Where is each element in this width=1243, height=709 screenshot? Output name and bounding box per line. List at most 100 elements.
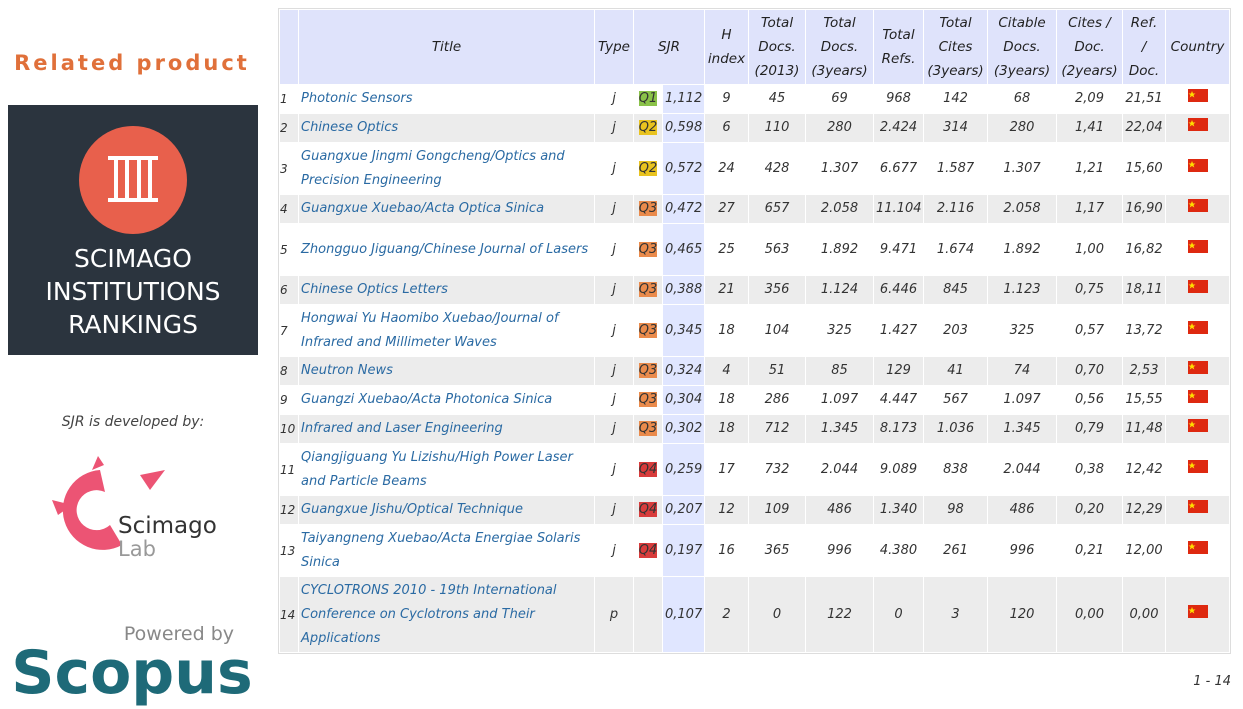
header-text: Country	[1170, 39, 1225, 55]
table-cell: 563	[749, 224, 805, 275]
table-cell: 1,21	[1057, 143, 1122, 194]
table-cell	[634, 577, 662, 652]
cell-text: 1,17	[1075, 201, 1104, 216]
cell-text: 6.677	[879, 160, 918, 176]
table-cell: 2.058	[988, 195, 1056, 223]
cell-text: 12	[280, 503, 296, 517]
journal-link[interactable]: Qiangjiguang Yu Lizishu/High Power Laser…	[301, 449, 573, 489]
cell-text: 0,345	[665, 322, 703, 338]
table-cell: 4.447	[874, 386, 923, 414]
table-cell: 8.173	[874, 415, 923, 443]
cell-text: 261	[943, 542, 968, 558]
cell-text: 0,38	[1075, 461, 1104, 477]
journal-link[interactable]: Guangzi Xuebao/Acta Photonica Sinica	[301, 392, 553, 407]
table-cell: 286	[749, 386, 805, 414]
lab-logo-text: Lab	[118, 537, 156, 561]
journal-link[interactable]: Taiyangneng Xuebao/Acta Energiae Solaris…	[301, 530, 581, 570]
table-cell: 0,79	[1057, 415, 1122, 443]
table-cell: 27	[705, 195, 748, 223]
table-cell: 0,465	[663, 224, 704, 275]
table-cell: 1,112	[663, 85, 704, 113]
table-cell: j	[595, 276, 633, 304]
cell-text: 9.089	[879, 461, 918, 477]
table-cell: 9.471	[874, 224, 923, 275]
journal-link[interactable]: Guangxue Jingmi Gongcheng/Optics and Pre…	[301, 148, 565, 188]
cell-text: 142	[943, 91, 968, 106]
table-cell: 0,75	[1057, 276, 1122, 304]
cell-text: 2.058	[1003, 201, 1041, 216]
cell-text: 563	[764, 241, 790, 257]
table-cell: 16,90	[1123, 195, 1165, 223]
journal-link[interactable]: CYCLOTRONS 2010 - 19th International Con…	[301, 582, 557, 646]
developed-by: SJR is developed by:	[62, 414, 204, 430]
table-cell: 25	[705, 224, 748, 275]
cell-text: 0,57	[1075, 322, 1104, 338]
table-cell: 12	[705, 496, 748, 524]
table-cell: 0,572	[663, 143, 704, 194]
header-text: (3years)	[927, 63, 984, 79]
header-text: (2013)	[754, 63, 800, 79]
table-cell: 428	[749, 143, 805, 194]
journal-link[interactable]: Guangxue Xuebao/Acta Optica Sinica	[301, 201, 545, 216]
table-cell: 567	[924, 386, 987, 414]
table-cell: 11.104	[874, 195, 923, 223]
table-cell: 712	[749, 415, 805, 443]
table-cell: 996	[806, 525, 873, 576]
table-cell: 109	[749, 496, 805, 524]
cell-text: 0,572	[665, 160, 703, 176]
flag-china	[1187, 390, 1208, 403]
header-text: Docs.	[820, 39, 859, 55]
country-cell	[1166, 195, 1229, 223]
cell-text: 85	[831, 363, 848, 378]
cell-text: 1.340	[879, 502, 918, 517]
cell-text: j	[612, 241, 616, 257]
table-cell: Guangxue Jishu/Optical Technique	[299, 496, 594, 524]
table-cell: 22,04	[1123, 114, 1165, 142]
table-cell: Q1	[634, 85, 662, 113]
cell-text: 0	[894, 606, 903, 622]
cell-text: 16	[718, 542, 735, 558]
journal-link[interactable]: Guangxue Jishu/Optical Technique	[301, 502, 524, 517]
journal-link[interactable]: Chinese Optics	[301, 120, 399, 135]
cell-text: 0,598	[665, 120, 703, 135]
journal-link[interactable]: Infrared and Laser Engineering	[301, 421, 503, 436]
journal-link[interactable]: Neutron News	[301, 363, 393, 378]
table-row: 13 Taiyangneng Xuebao/Acta Energiae Solar…	[280, 525, 1229, 576]
table-cell: 0,00	[1123, 577, 1165, 652]
cell-text: 428	[764, 160, 790, 176]
flag-china	[1187, 118, 1208, 131]
cell-text: 1.097	[820, 392, 859, 407]
cell-text: 104	[764, 322, 790, 338]
cell-text: 2.116	[936, 201, 975, 216]
table-cell: 18,11	[1123, 276, 1165, 304]
table-cell: j	[595, 357, 633, 385]
table-cell: j	[595, 224, 633, 275]
flag-china	[1187, 540, 1208, 554]
table-cell: 6	[705, 114, 748, 142]
table-cell: 4	[705, 357, 748, 385]
table-row: 4 Guangxue Xuebao/Acta Optica Sinica j Q3 0,…	[280, 195, 1229, 223]
journal-link[interactable]: Zhongguo Jiguang/Chinese Journal of Lase…	[301, 241, 589, 257]
journal-link[interactable]: Photonic Sensors	[301, 91, 413, 106]
table-cell: Guangzi Xuebao/Acta Photonica Sinica	[299, 386, 594, 414]
cell-text: 280	[827, 120, 852, 135]
cell-text: 18	[718, 392, 735, 407]
cell-text: j	[612, 160, 616, 176]
table-cell: 1.123	[988, 276, 1056, 304]
table-cell: 0,472	[663, 195, 704, 223]
table-cell: 0,598	[663, 114, 704, 142]
cell-text: 11.104	[876, 201, 922, 216]
table-cell: 1,17	[1057, 195, 1122, 223]
table-row: 6 Chinese Optics Letters j Q3 0,388 21 356 1.12…	[280, 276, 1229, 304]
table-cell: 2.424	[874, 114, 923, 142]
header-text: (3years)	[811, 63, 868, 79]
journal-link[interactable]: Chinese Optics Letters	[301, 282, 448, 297]
journal-link[interactable]: Hongwai Yu Haomibo Xuebao/Journal of Inf…	[301, 310, 559, 350]
cell-text: 1,00	[1075, 241, 1104, 257]
table-cell: Q3	[634, 415, 662, 443]
header-text: Citable	[998, 15, 1046, 31]
powered-by: Powered by	[124, 623, 234, 645]
cell-text: j	[612, 421, 616, 436]
table-cell: 18	[705, 386, 748, 414]
table-cell: 0,324	[663, 357, 704, 385]
